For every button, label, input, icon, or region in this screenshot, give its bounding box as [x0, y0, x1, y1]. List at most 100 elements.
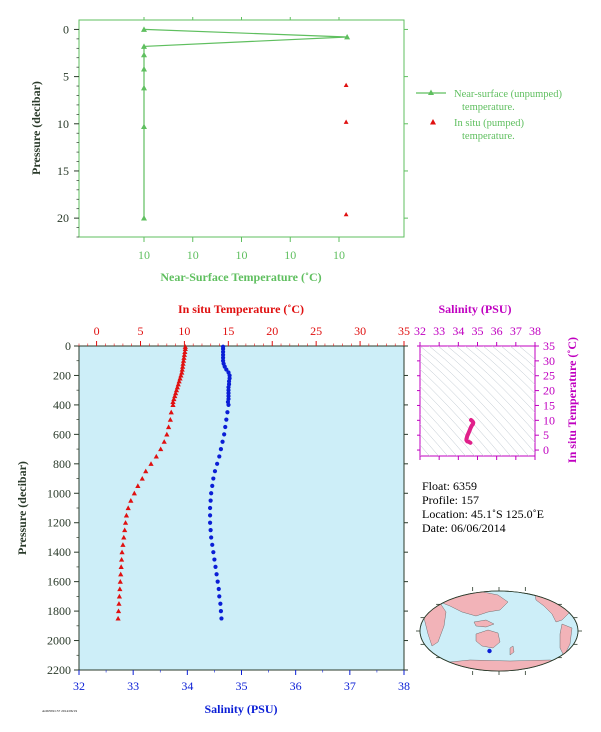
ts-density-contour — [420, 424, 448, 456]
land-indonesia — [473, 619, 495, 628]
temperature-point — [180, 364, 186, 369]
temperature-point — [115, 615, 121, 621]
salinity-point — [220, 355, 226, 360]
ns-x-tick-label: 10 — [236, 248, 248, 262]
ts-density-contour — [482, 346, 535, 394]
legend-unpumped-marker — [428, 89, 434, 95]
salinity-point — [207, 505, 213, 511]
ts-density-contour — [420, 346, 529, 456]
salinity-point — [218, 601, 223, 606]
ts-density-contour — [446, 346, 535, 433]
temperature-axis-label: In situ Temperature (˚C) — [178, 302, 304, 316]
salinity-point — [207, 520, 213, 525]
in-situ-point — [343, 82, 349, 88]
near-surface-point — [141, 43, 147, 49]
temperature-point — [148, 461, 154, 466]
ts-x-tick-label: 32 — [414, 324, 426, 338]
temperature-point — [116, 593, 123, 599]
salinity-point — [209, 491, 214, 496]
temperature-point — [116, 601, 122, 606]
profile-y-tick-label: 2200 — [47, 663, 71, 677]
ts-x-tick-label: 35 — [472, 324, 484, 338]
near-surface-point — [141, 215, 147, 221]
ts-salinity-axis-label: Salinity (PSU) — [438, 302, 511, 316]
near-surface-y-axis-label: Pressure (decibar) — [29, 81, 43, 175]
sal-axis-tick-label: 34 — [181, 679, 193, 693]
sal-axis-tick-label: 38 — [398, 679, 410, 693]
temperature-point — [123, 512, 130, 518]
temperature-point — [167, 417, 173, 422]
salinity-point — [215, 461, 220, 466]
temperature-point — [181, 352, 188, 357]
temperature-point — [182, 346, 188, 352]
temperature-point — [168, 409, 174, 415]
salinity-point — [224, 367, 229, 372]
temperature-point — [119, 549, 125, 555]
temperature-point — [122, 527, 128, 533]
ts-density-contour — [509, 346, 535, 368]
footer-stamp: AO6359/157 2014/06/19 — [42, 709, 77, 713]
salinity-point — [224, 417, 229, 422]
near-surface-point — [141, 84, 147, 91]
ts-density-contour — [420, 414, 457, 456]
ts-y-tick-label: 15 — [543, 398, 555, 412]
sal-axis-tick-label: 32 — [73, 679, 85, 693]
land-south-america — [559, 623, 573, 657]
sal-axis-tick-label: 36 — [290, 679, 302, 693]
temperature-point — [182, 349, 188, 354]
profile-y-tick-label: 800 — [53, 457, 71, 471]
profile-date: Date: 06/06/2014 — [422, 521, 506, 535]
ts-density-contour — [420, 386, 484, 456]
temperature-point — [177, 375, 183, 381]
ns-x-tick-label: 10 — [333, 248, 345, 262]
profile-y-tick-label: 1600 — [47, 575, 71, 589]
ts-density-contour — [420, 377, 493, 456]
temperature-point — [117, 579, 123, 584]
salinity-point — [216, 586, 221, 592]
temp-axis-tick-label: 0 — [94, 324, 100, 338]
ns-y-tick-label: 5 — [63, 70, 69, 84]
profile-y-tick-label: 1200 — [47, 516, 71, 530]
temp-axis-tick-label: 20 — [266, 324, 278, 338]
near-surface-point — [141, 26, 147, 32]
temperature-point — [164, 431, 170, 437]
temperature-point — [125, 505, 131, 511]
ts-density-contour — [500, 346, 535, 377]
temperature-point — [131, 490, 137, 496]
float-location-marker — [487, 648, 492, 654]
temperature-point — [122, 520, 129, 525]
temperature-point — [180, 361, 186, 366]
temp-axis-tick-label: 5 — [137, 324, 143, 338]
temp-axis-tick-label: 35 — [398, 324, 410, 338]
ts-density-contour — [420, 353, 520, 456]
float-location: Location: 45.1˚S 125.0˚E — [422, 507, 544, 521]
ns-x-tick-label: 10 — [284, 248, 296, 262]
ts-y-tick-label: 25 — [543, 369, 555, 383]
ts-y-tick-label: 0 — [543, 443, 549, 457]
ts-density-contour — [473, 346, 535, 404]
land-australia — [475, 629, 501, 649]
salinity-point — [212, 469, 218, 474]
profile-panel: 0200400600800100012001400160018002000220… — [15, 302, 410, 716]
sal-axis-tick-label: 33 — [127, 679, 139, 693]
ns-x-tick-label: 10 — [138, 248, 150, 262]
salinity-point — [214, 572, 219, 577]
near-surface-point — [141, 66, 147, 72]
salinity-point — [217, 594, 222, 599]
ts-x-tick-label: 33 — [433, 324, 445, 338]
ts-density-contour — [420, 444, 430, 456]
profile-y-tick-label: 2000 — [47, 634, 71, 648]
temperature-point — [165, 424, 172, 430]
salinity-point — [215, 579, 220, 584]
profile-number: Profile: 157 — [422, 493, 479, 507]
temperature-point — [115, 608, 122, 614]
salinity-point — [220, 349, 226, 354]
near-surface-legend: Near-surface (unpumped) temperature. In … — [416, 89, 562, 142]
temperature-series — [115, 344, 188, 621]
salinity-point — [210, 483, 215, 489]
temperature-point — [158, 446, 164, 452]
near-surface-point — [141, 51, 147, 58]
temperature-point — [117, 586, 123, 592]
